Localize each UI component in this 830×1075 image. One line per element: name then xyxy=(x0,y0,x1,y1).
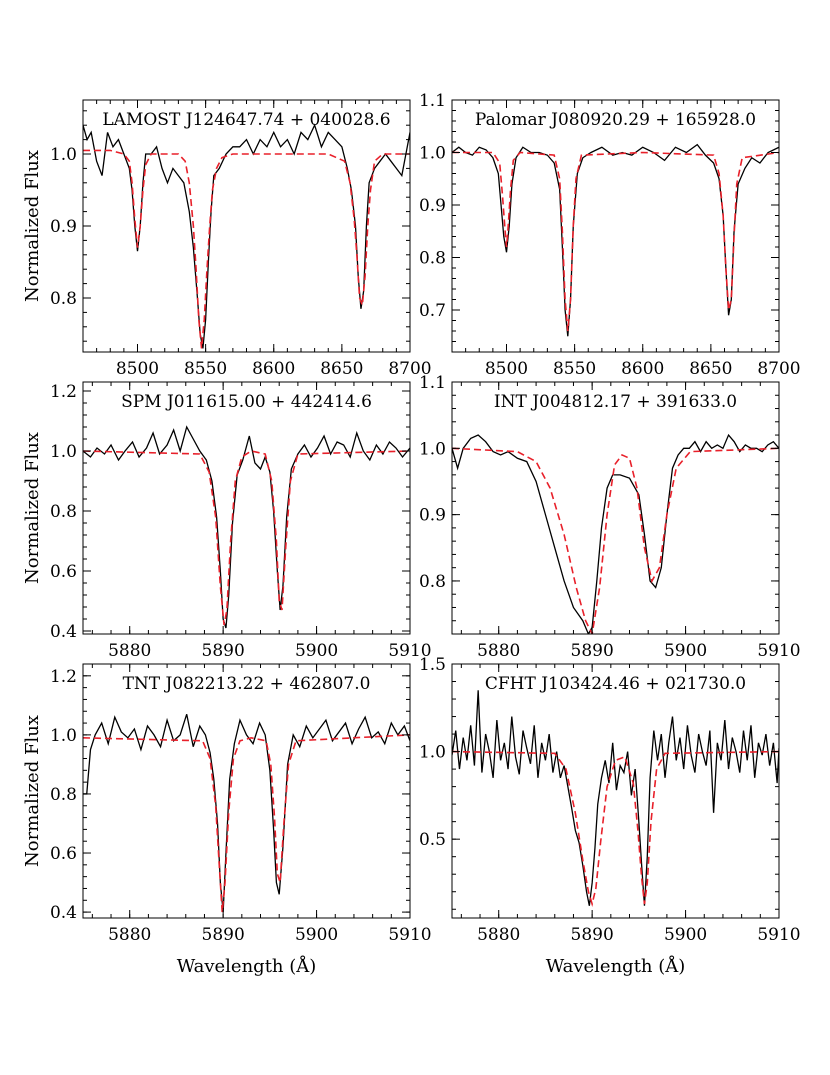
y-tick-label: 0.6 xyxy=(50,844,77,864)
y-axis-label: Normalized Flux xyxy=(22,432,43,584)
plot-frame xyxy=(82,663,411,919)
observed-line xyxy=(452,690,779,906)
chart-panel-6: 5880 5890 5900 5910 0.5 1.0 1.5 CFHT J103424.46… xyxy=(419,655,801,977)
panel-title: LAMOST J124647.74 + 040028.6 xyxy=(102,110,390,130)
chart-panel-3: 5880 5890 5900 5910 0.4 0.6 0.8 1.0 1.2 SPM J0116… xyxy=(22,381,432,661)
plot-frame xyxy=(82,99,411,353)
model-line xyxy=(452,750,779,908)
model-line xyxy=(452,447,779,634)
x-tick-label: 8600 xyxy=(621,359,664,379)
y-tick-label: 1.0 xyxy=(419,743,446,763)
x-tick-label: 8700 xyxy=(388,359,431,379)
x-tick-label: 8550 xyxy=(553,359,596,379)
y-tick-label: 0.4 xyxy=(50,903,77,923)
y-tick-label: 0.6 xyxy=(50,562,77,582)
y-tick-label: 0.4 xyxy=(50,622,77,642)
y-tick-label: 1.1 xyxy=(419,373,446,393)
x-tick-label: 8650 xyxy=(689,359,732,379)
x-tick-label: 5890 xyxy=(202,641,245,661)
x-tick-label: 8600 xyxy=(252,359,295,379)
y-tick-label: 1.0 xyxy=(50,145,77,165)
model-line xyxy=(83,450,410,626)
observed-line xyxy=(452,433,779,634)
x-tick-label: 8500 xyxy=(485,359,528,379)
y-tick-label: 0.9 xyxy=(419,506,446,526)
plot-frame xyxy=(82,381,411,635)
x-tick-label: 8500 xyxy=(116,359,159,379)
x-tick-label: 5890 xyxy=(571,641,614,661)
x-tick-label: 5880 xyxy=(477,641,520,661)
x-tick-label: 5910 xyxy=(388,925,431,945)
panel-title: CFHT J103424.46 + 021730.0 xyxy=(485,674,746,694)
x-tick-label: 5910 xyxy=(388,641,431,661)
y-tick-label: 0.9 xyxy=(50,217,77,237)
x-tick-label: 5890 xyxy=(571,925,614,945)
panel-title: INT J004812.17 + 391633.0 xyxy=(494,392,737,412)
panel-title: TNT J082213.22 + 462807.0 xyxy=(123,674,371,694)
x-tick-label: 5880 xyxy=(108,641,151,661)
x-tick-label: 8700 xyxy=(757,359,800,379)
y-tick-label: 0.8 xyxy=(50,289,77,309)
panel-title: SPM J011615.00 + 442414.6 xyxy=(121,392,372,412)
plot-frame xyxy=(451,381,780,635)
x-tick-label: 5910 xyxy=(757,925,800,945)
y-tick-label: 1.1 xyxy=(419,91,446,111)
observed-line xyxy=(83,714,410,913)
y-tick-label: 0.7 xyxy=(419,301,446,321)
x-axis-label: Wavelength (Å) xyxy=(177,955,317,977)
plot-frame xyxy=(451,99,780,353)
model-line xyxy=(83,149,410,349)
y-tick-label: 0.5 xyxy=(419,830,446,850)
plot-frame xyxy=(451,663,780,919)
observed-line xyxy=(83,123,410,349)
model-line xyxy=(452,151,779,332)
chart-panel-4: 5880 5890 5900 5910 0.8 0.9 1.0 1.1 INT J004812.… xyxy=(419,373,801,661)
x-tick-label: 5880 xyxy=(108,925,151,945)
x-tick-label: 5900 xyxy=(295,925,338,945)
y-tick-label: 0.8 xyxy=(419,572,446,592)
y-axis-label: Normalized Flux xyxy=(22,150,43,302)
observed-line xyxy=(83,425,410,629)
x-tick-label: 8550 xyxy=(184,359,227,379)
x-axis-label: Wavelength (Å) xyxy=(546,955,686,977)
x-tick-label: 5890 xyxy=(202,925,245,945)
x-tick-label: 8650 xyxy=(320,359,363,379)
chart-panel-2: 8500 8550 8600 8650 8700 0.7 0.8 0.9 1.0 1.1 Palom… xyxy=(419,91,801,379)
y-tick-label: 1.0 xyxy=(50,442,77,462)
panel-title: Palomar J080920.29 + 165928.0 xyxy=(475,110,756,130)
y-tick-label: 0.8 xyxy=(50,785,77,805)
y-tick-label: 0.8 xyxy=(50,502,77,522)
y-axis-label: Normalized Flux xyxy=(22,715,43,867)
y-tick-label: 1.5 xyxy=(419,655,446,675)
y-tick-label: 1.0 xyxy=(419,144,446,164)
x-tick-label: 5910 xyxy=(757,641,800,661)
x-tick-label: 5880 xyxy=(477,925,520,945)
chart-panel-1: 8500 8550 8600 8650 8700 0.8 0.9 1.0 LAMOST J124… xyxy=(22,99,432,379)
chart-panel-5: 5880 5890 5900 5910 0.4 0.6 0.8 1.0 1.2 TNT J0822… xyxy=(22,663,432,977)
model-line xyxy=(83,734,410,913)
y-tick-label: 0.9 xyxy=(419,196,446,216)
y-tick-label: 1.2 xyxy=(50,382,77,402)
x-tick-label: 5900 xyxy=(295,641,338,661)
x-tick-label: 5900 xyxy=(664,641,707,661)
y-tick-label: 1.0 xyxy=(419,439,446,459)
y-tick-label: 1.2 xyxy=(50,667,77,687)
y-tick-label: 0.8 xyxy=(419,249,446,269)
x-tick-label: 5900 xyxy=(664,925,707,945)
y-tick-label: 1.0 xyxy=(50,726,77,746)
